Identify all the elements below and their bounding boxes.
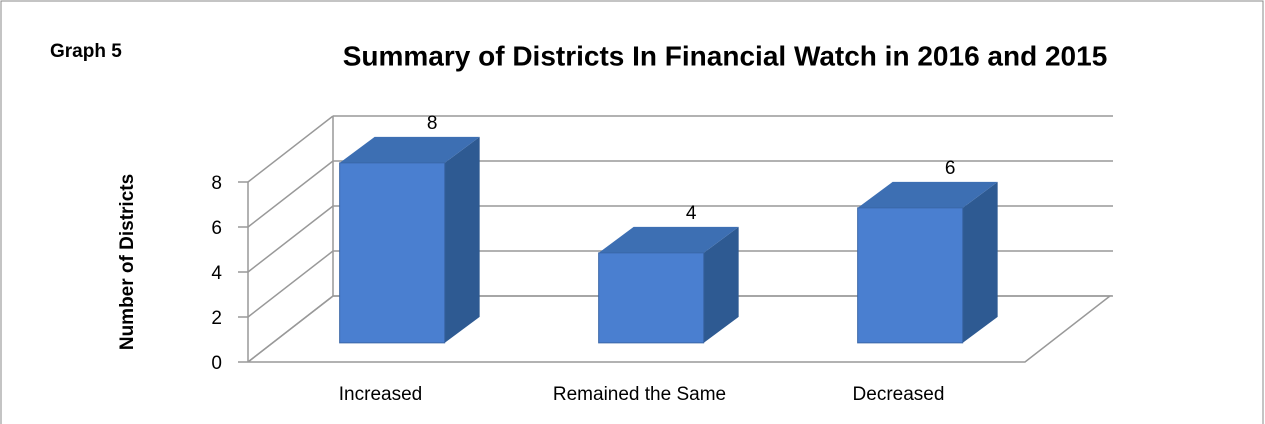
grid-line <box>247 205 334 273</box>
bar-top <box>857 181 998 208</box>
y-tick-label: 2 <box>211 308 222 329</box>
bar-top <box>598 226 739 253</box>
y-tick-label: 8 <box>211 173 222 194</box>
value-label: 4 <box>686 203 697 224</box>
y-tick-label: 6 <box>211 218 222 239</box>
grid-line <box>247 115 334 183</box>
y-tick-label: 0 <box>211 353 222 374</box>
y-axis-label: Number of Districts <box>117 174 138 350</box>
graph-label: Graph 5 <box>50 41 122 62</box>
bar-side <box>703 226 739 343</box>
grid-line <box>247 160 334 228</box>
bar <box>598 252 705 344</box>
bar <box>857 207 964 344</box>
x-tick-label: Increased <box>339 384 422 405</box>
y-tick-label: 4 <box>211 263 222 284</box>
value-label: 6 <box>945 158 956 179</box>
chart-title: Summary of Districts In Financial Watch … <box>343 40 1108 71</box>
bar-side <box>444 136 480 343</box>
x-tick-label: Remained the Same <box>553 384 726 405</box>
grid-line <box>247 250 334 318</box>
bar-side <box>962 181 998 343</box>
bar <box>339 162 446 344</box>
x-tick-label: Decreased <box>853 384 945 405</box>
grid-line <box>247 295 334 363</box>
bar-top <box>339 136 480 163</box>
value-label: 8 <box>427 113 438 134</box>
